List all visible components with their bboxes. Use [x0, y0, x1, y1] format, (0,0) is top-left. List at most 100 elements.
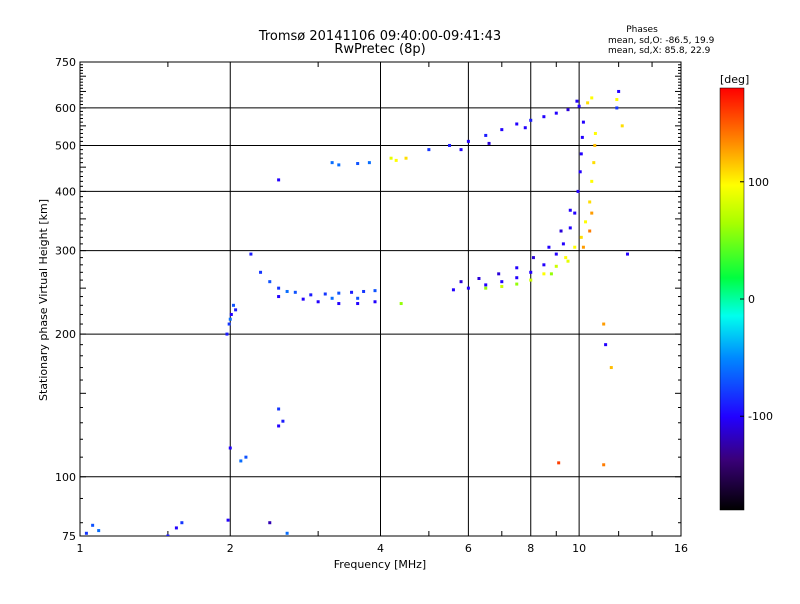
x-tick-label: 2: [227, 542, 234, 555]
data-point: [330, 161, 334, 165]
data-point: [577, 104, 581, 108]
y-axis-label: Stationary phase Virtual Height [km]: [37, 199, 50, 401]
data-point: [239, 459, 243, 463]
data-point: [590, 211, 594, 215]
data-point: [91, 523, 95, 527]
data-point: [579, 235, 583, 239]
data-point: [592, 161, 596, 165]
data-point: [588, 229, 592, 233]
data-point: [229, 312, 233, 316]
data-point: [484, 286, 488, 290]
data-point: [529, 270, 533, 274]
data-point: [590, 96, 594, 100]
data-point: [249, 252, 253, 256]
data-point: [549, 272, 553, 276]
data-point: [617, 89, 621, 93]
data-point: [277, 407, 281, 411]
data-point: [277, 286, 281, 290]
x-axis-ticks: 1 2 4 6 8 10 16: [77, 62, 688, 555]
y-tick-label: 75: [62, 530, 76, 543]
data-point: [356, 302, 360, 306]
x-tick-label: 10: [572, 542, 586, 555]
data-point: [466, 286, 470, 290]
data-point: [531, 256, 535, 260]
data-point: [542, 115, 546, 119]
data-point: [579, 152, 583, 156]
y-tick-label: 200: [55, 328, 76, 341]
data-point: [477, 277, 481, 281]
data-point: [580, 135, 584, 139]
y-tick-label: 300: [55, 245, 76, 258]
data-point: [564, 256, 568, 260]
data-point: [573, 245, 577, 249]
colorbar-ticks: 100 0 -100: [740, 176, 773, 423]
phases-line-o: mean, sd,O: -86.5, 19.9: [608, 36, 715, 46]
data-point: [609, 366, 613, 370]
data-point: [500, 285, 504, 289]
data-points: [84, 89, 629, 536]
data-point: [277, 424, 281, 428]
data-point: [523, 126, 527, 130]
data-point: [281, 419, 285, 423]
data-point: [97, 529, 101, 533]
data-point: [234, 308, 238, 312]
data-point: [515, 282, 519, 286]
data-point: [259, 270, 263, 274]
y-tick-label: 600: [55, 102, 76, 115]
data-point: [484, 133, 488, 137]
phases-heading: Phases: [626, 25, 658, 35]
x-tick-label: 16: [674, 542, 688, 555]
data-point: [268, 280, 272, 284]
data-point: [515, 276, 519, 280]
data-point: [293, 290, 297, 294]
data-point: [285, 531, 289, 535]
data-point: [615, 98, 619, 102]
data-point: [542, 272, 546, 276]
data-point: [578, 170, 582, 174]
data-point: [604, 343, 608, 347]
y-axis-ticks: 75 100 200 300 400 500 600 750: [55, 56, 681, 543]
data-point: [602, 322, 606, 326]
data-point: [590, 179, 594, 183]
data-point: [487, 141, 491, 145]
data-point: [367, 161, 371, 165]
data-point: [547, 245, 551, 249]
data-point: [448, 143, 452, 147]
data-point: [554, 111, 558, 115]
x-tick-label: 6: [465, 542, 472, 555]
y-tick-label: 400: [55, 185, 76, 198]
data-point: [459, 148, 463, 152]
data-point: [559, 229, 563, 233]
data-point: [529, 278, 533, 282]
x-tick-label: 8: [527, 542, 534, 555]
data-point: [500, 128, 504, 132]
phases-line-x: mean, sd,X: 85.8, 22.9: [608, 46, 711, 56]
data-point: [373, 300, 377, 304]
data-point: [389, 156, 393, 160]
data-point: [575, 99, 579, 103]
chart-subtitle: RwPretec (8p): [334, 42, 425, 57]
data-point: [576, 189, 580, 193]
y-tick-label: 750: [55, 56, 76, 69]
data-point: [554, 264, 558, 268]
data-point: [484, 283, 488, 287]
data-point: [500, 280, 504, 284]
data-point: [586, 101, 590, 105]
x-axis-label: Frequency [MHz]: [334, 558, 426, 571]
data-point: [602, 463, 606, 467]
data-point: [356, 296, 360, 300]
x-tick-label: 4: [377, 542, 384, 555]
data-point: [593, 143, 597, 147]
data-point: [427, 148, 431, 152]
x-tick-label: 1: [77, 542, 84, 555]
data-point: [557, 461, 561, 465]
data-point: [285, 289, 289, 293]
data-point: [399, 302, 403, 306]
data-point: [180, 521, 184, 525]
data-point: [561, 242, 565, 246]
data-point: [566, 108, 570, 112]
data-point: [337, 302, 341, 306]
data-point: [228, 446, 232, 450]
